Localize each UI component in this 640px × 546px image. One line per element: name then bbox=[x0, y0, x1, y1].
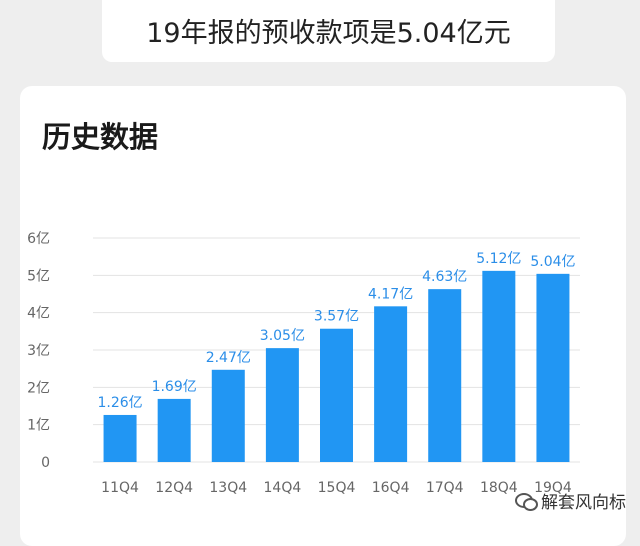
y-tick-label: 2亿 bbox=[27, 380, 50, 396]
y-tick-label: 5亿 bbox=[27, 268, 50, 284]
data-label: 1.26亿 bbox=[97, 395, 142, 411]
data-label: 5.12亿 bbox=[476, 251, 521, 267]
bar bbox=[482, 270, 516, 462]
history-card: 历史数据 0 1亿 2亿 3亿 4亿 5亿 6亿 1.26亿 11Q4 1.69亿 12Q4 2.47… bbox=[20, 86, 626, 546]
data-label: 1.69亿 bbox=[152, 379, 197, 395]
data-label: 3.05亿 bbox=[260, 328, 305, 344]
data-label: 4.17亿 bbox=[368, 286, 413, 302]
x-tick-label: 16Q4 bbox=[372, 480, 410, 496]
bar bbox=[211, 369, 245, 462]
wechat-icon bbox=[515, 491, 538, 511]
data-label: 2.47亿 bbox=[206, 350, 251, 366]
x-tick-label: 17Q4 bbox=[426, 480, 464, 496]
y-tick-label: 4亿 bbox=[27, 306, 50, 322]
watermark-text: 解套风向标 bbox=[541, 493, 626, 513]
bar bbox=[428, 289, 462, 462]
x-tick-label: 18Q4 bbox=[480, 480, 518, 496]
section-title: 历史数据 bbox=[42, 120, 159, 154]
bar bbox=[103, 414, 137, 462]
bar bbox=[320, 328, 353, 462]
y-tick-label: 3亿 bbox=[27, 343, 50, 359]
data-label: 3.57亿 bbox=[314, 309, 359, 325]
data-label: 4.63亿 bbox=[422, 269, 467, 285]
y-tick-label: 0 bbox=[41, 455, 50, 471]
x-tick-label: 11Q4 bbox=[101, 480, 139, 496]
summary-text: 19年报的预收款项是5.04亿元 bbox=[146, 17, 511, 49]
x-tick-label: 15Q4 bbox=[318, 480, 356, 496]
x-tick-label: 19Q4 bbox=[534, 480, 572, 496]
bar bbox=[374, 306, 408, 462]
x-tick-label: 14Q4 bbox=[264, 480, 302, 496]
y-tick-label: 1亿 bbox=[27, 418, 50, 434]
bar-chart: 0 1亿 2亿 3亿 4亿 5亿 6亿 1.26亿 11Q4 1.69亿 12Q4 2.47亿 13Q4… bbox=[27, 231, 580, 496]
x-tick-label: 13Q4 bbox=[209, 480, 247, 496]
y-tick-label: 6亿 bbox=[27, 231, 50, 247]
watermark: 解套风向标 bbox=[515, 488, 626, 513]
data-label: 5.04亿 bbox=[530, 254, 575, 270]
bar bbox=[265, 348, 299, 462]
summary-card: 19年报的预收款项是5.04亿元 bbox=[102, 0, 555, 62]
bar bbox=[536, 273, 570, 462]
x-tick-label: 12Q4 bbox=[155, 480, 193, 496]
bar bbox=[157, 398, 191, 462]
